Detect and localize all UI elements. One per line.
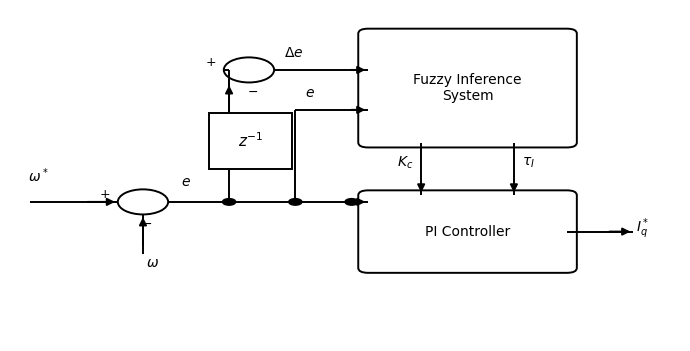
- Text: $K_c$: $K_c$: [397, 154, 413, 171]
- Text: $z^{-1}$: $z^{-1}$: [238, 132, 264, 150]
- Text: Fuzzy Inference
System: Fuzzy Inference System: [413, 73, 522, 103]
- Text: $e$: $e$: [305, 86, 315, 100]
- Text: −: −: [141, 218, 152, 231]
- FancyBboxPatch shape: [209, 113, 292, 169]
- Text: +: +: [205, 56, 216, 69]
- Circle shape: [222, 199, 236, 205]
- Text: PI Controller: PI Controller: [425, 225, 510, 239]
- Text: $\omega$: $\omega$: [146, 256, 159, 270]
- Text: $I_q^*$: $I_q^*$: [636, 216, 650, 240]
- Text: $\Delta e$: $\Delta e$: [284, 46, 304, 60]
- Circle shape: [345, 199, 358, 205]
- Text: $e$: $e$: [181, 175, 191, 189]
- Text: $\tau_I$: $\tau_I$: [522, 155, 535, 170]
- Text: +: +: [99, 188, 110, 201]
- Circle shape: [288, 199, 302, 205]
- FancyBboxPatch shape: [358, 29, 577, 147]
- FancyBboxPatch shape: [358, 190, 577, 273]
- Text: $\omega^*$: $\omega^*$: [28, 167, 49, 185]
- Text: −: −: [248, 86, 258, 99]
